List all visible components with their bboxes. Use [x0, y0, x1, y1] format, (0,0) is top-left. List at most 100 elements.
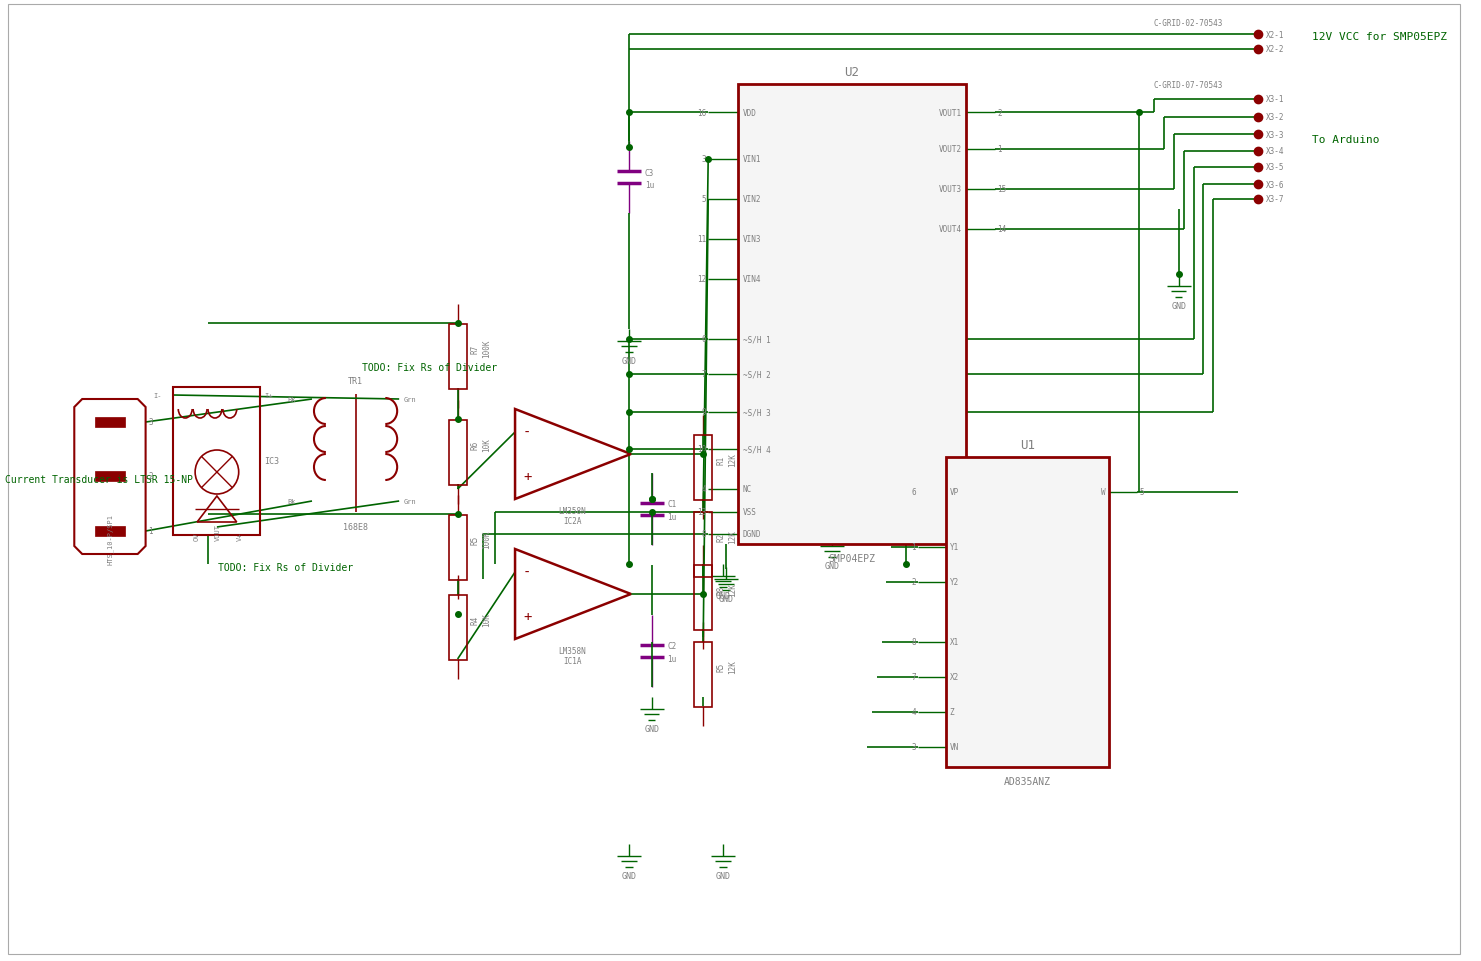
Text: ~S/H 4: ~S/H 4: [743, 445, 770, 454]
Text: 10K: 10K: [483, 612, 492, 627]
Text: X2-2: X2-2: [1266, 45, 1284, 55]
Text: GND: GND: [622, 357, 637, 365]
Text: SMP04EPZ: SMP04EPZ: [828, 554, 875, 563]
Text: 12V VCC for SMP05EPZ: 12V VCC for SMP05EPZ: [1312, 32, 1447, 42]
Text: GND: GND: [715, 871, 730, 879]
Text: VOUT2: VOUT2: [939, 145, 961, 155]
Text: R4: R4: [471, 615, 480, 624]
Text: V+: V+: [237, 532, 243, 540]
Text: DGND: DGND: [743, 530, 761, 539]
Text: AD835ANZ: AD835ANZ: [1004, 776, 1050, 786]
Text: To Arduino: To Arduino: [1312, 135, 1380, 145]
Text: X3-6: X3-6: [1266, 181, 1284, 189]
Text: I+: I+: [265, 393, 273, 399]
Bar: [695, 512, 712, 578]
Text: -: -: [523, 426, 532, 439]
Bar: [449, 421, 467, 485]
Text: Grn: Grn: [403, 397, 416, 403]
Text: 2: 2: [912, 578, 917, 587]
Text: NC: NC: [743, 485, 752, 494]
Text: VOUT4: VOUT4: [939, 225, 961, 234]
Text: 15: 15: [997, 185, 1007, 194]
Text: 16: 16: [698, 109, 706, 117]
Text: 12: 12: [698, 275, 706, 284]
Text: X3-7: X3-7: [1266, 195, 1284, 205]
Text: C2: C2: [668, 642, 677, 651]
Text: Bk: Bk: [287, 397, 296, 403]
Text: VIN2: VIN2: [743, 195, 761, 205]
Text: +: +: [523, 609, 532, 624]
Text: TODO: Fix Rs of Divider: TODO: Fix Rs of Divider: [361, 362, 496, 373]
Bar: [695, 435, 712, 501]
Bar: [95, 527, 124, 536]
Text: LM358N: LM358N: [558, 507, 586, 516]
Text: VOUT: VOUT: [215, 524, 221, 540]
Text: 3: 3: [912, 743, 917, 752]
Text: 12K: 12K: [729, 582, 738, 597]
Text: I-: I-: [153, 393, 161, 399]
Text: 100K: 100K: [483, 530, 492, 549]
Text: C1: C1: [668, 500, 677, 509]
Text: X3-3: X3-3: [1266, 131, 1284, 139]
Text: 1: 1: [912, 543, 917, 552]
Text: 2: 2: [997, 109, 1003, 117]
Bar: [95, 418, 124, 428]
Bar: [449, 325, 467, 389]
Text: LM358N: LM358N: [558, 647, 586, 655]
Text: 10K: 10K: [483, 437, 492, 452]
Text: VIN4: VIN4: [743, 275, 761, 284]
Bar: [449, 596, 467, 660]
Text: GND: GND: [644, 724, 659, 733]
Bar: [95, 472, 124, 481]
Text: X1: X1: [949, 638, 960, 647]
Text: 5: 5: [1139, 488, 1143, 497]
Text: X3-2: X3-2: [1266, 113, 1284, 122]
Bar: [449, 515, 467, 580]
Text: TR1: TR1: [348, 377, 363, 386]
Text: 10: 10: [698, 445, 706, 454]
Text: GND: GND: [622, 871, 637, 879]
Text: X3-5: X3-5: [1266, 163, 1284, 172]
Text: R2: R2: [717, 531, 726, 541]
Text: VOUT1: VOUT1: [939, 109, 961, 117]
Text: 1u: 1u: [668, 654, 677, 664]
Text: 7: 7: [912, 673, 917, 681]
Text: 168E8: 168E8: [344, 523, 369, 532]
Text: C3: C3: [644, 168, 655, 178]
Text: VDD: VDD: [743, 109, 757, 117]
Text: GND: GND: [1171, 302, 1186, 310]
Bar: [738, 85, 966, 545]
Text: ~S/H 3: ~S/H 3: [743, 408, 770, 417]
Text: 6: 6: [702, 335, 706, 344]
Text: 9: 9: [702, 408, 706, 417]
Text: VIN1: VIN1: [743, 156, 761, 164]
Text: 1u: 1u: [644, 182, 655, 190]
Bar: [695, 565, 712, 630]
Text: +: +: [523, 470, 532, 483]
Text: ~S/H 1: ~S/H 1: [743, 335, 770, 344]
Text: U2: U2: [844, 66, 859, 80]
Text: R8: R8: [717, 584, 726, 594]
Text: X3-4: X3-4: [1266, 147, 1284, 157]
Text: GND: GND: [715, 591, 730, 600]
Text: X3-1: X3-1: [1266, 95, 1284, 105]
Bar: [695, 642, 712, 707]
Text: IC3: IC3: [265, 457, 280, 466]
Text: VOUT3: VOUT3: [939, 185, 961, 194]
Text: 4: 4: [912, 707, 917, 717]
Text: VN: VN: [949, 743, 960, 752]
Text: 3: 3: [702, 156, 706, 164]
Text: X2-1: X2-1: [1266, 31, 1284, 39]
Text: IC2A: IC2A: [563, 517, 582, 526]
Text: C-GRID-07-70543: C-GRID-07-70543: [1154, 82, 1223, 90]
Text: 8: 8: [912, 638, 917, 647]
Text: U1: U1: [1019, 439, 1035, 452]
Text: GND: GND: [825, 561, 840, 570]
Text: 11: 11: [698, 235, 706, 244]
Text: 7: 7: [702, 370, 706, 379]
Text: C-GRID-02-70543: C-GRID-02-70543: [1154, 18, 1223, 28]
Text: Y1: Y1: [949, 543, 960, 552]
Text: 100K: 100K: [483, 339, 492, 357]
Text: 4: 4: [702, 485, 706, 494]
Text: TODO: Fix Rs of Divider: TODO: Fix Rs of Divider: [218, 562, 352, 573]
